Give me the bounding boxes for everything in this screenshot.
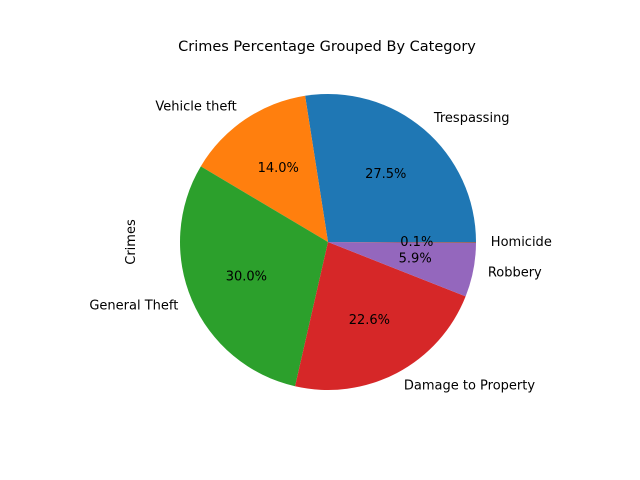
slice-label-damage-to-property: Damage to Property bbox=[404, 379, 535, 394]
pie-slice-vehicle-theft bbox=[200, 95, 328, 242]
slice-label-trespassing: Trespassing bbox=[433, 111, 510, 126]
chart-title: Crimes Percentage Grouped By Category bbox=[178, 39, 476, 55]
slice-percent-general-theft: 30.0% bbox=[226, 269, 267, 284]
slice-percent-robbery: 5.9% bbox=[399, 251, 432, 266]
pie-slices bbox=[179, 94, 476, 390]
slice-percent-trespassing: 27.5% bbox=[365, 167, 406, 182]
pie-slice-trespassing bbox=[305, 94, 476, 242]
pie-slice-damage-to-property bbox=[295, 242, 466, 390]
slice-label-homicide: Homicide bbox=[491, 235, 552, 250]
pie-slice-robbery bbox=[328, 242, 476, 297]
pie-slice-homicide bbox=[328, 242, 476, 243]
slice-percent-homicide: 0.1% bbox=[400, 235, 433, 250]
slice-percent-damage-to-property: 22.6% bbox=[349, 313, 390, 328]
y-axis-label: Crimes bbox=[124, 219, 139, 265]
pie-labels: Trespassing 27.5% Vehicle theft 14.0% Genera… bbox=[89, 100, 551, 394]
slice-label-general-theft: General Theft bbox=[89, 299, 178, 314]
slice-label-vehicle-theft: Vehicle theft bbox=[155, 100, 236, 115]
pie-slice-general-theft bbox=[179, 166, 328, 387]
slice-percent-vehicle-theft: 14.0% bbox=[258, 161, 299, 176]
slice-label-robbery: Robbery bbox=[488, 265, 542, 280]
